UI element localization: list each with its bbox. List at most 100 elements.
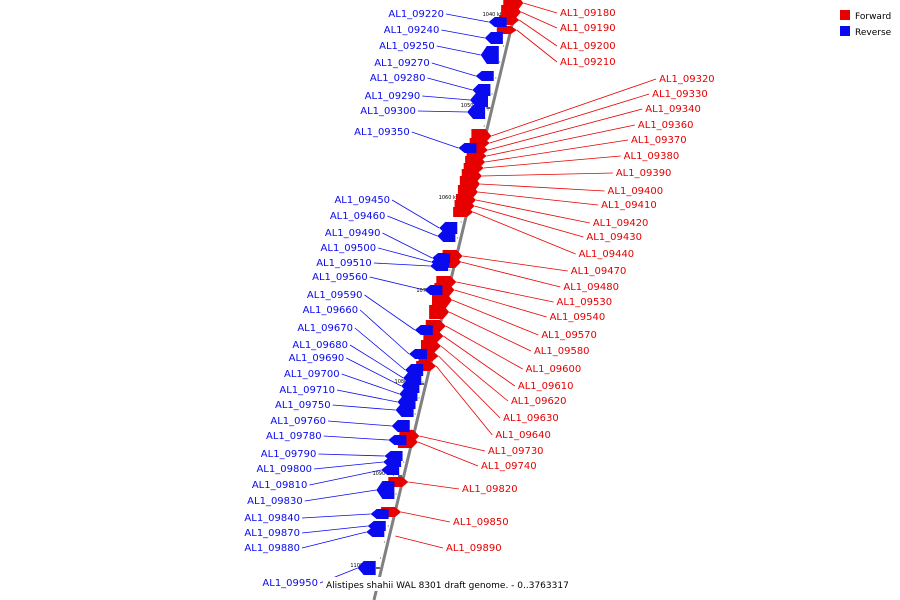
reverse-leader-line — [436, 45, 481, 56]
reverse-gene-label: AL1_09220 — [388, 9, 444, 20]
forward-leader-line — [401, 511, 451, 523]
reverse-leader-line — [346, 357, 402, 387]
reverse-gene-label: AL1_09750 — [275, 400, 331, 411]
reverse-gene-label: AL1_09780 — [266, 431, 322, 442]
legend-forward-swatch — [840, 10, 850, 20]
reverse-gene-label: AL1_09510 — [316, 258, 372, 269]
reverse-leader-line — [314, 461, 384, 470]
forward-leader-line — [518, 19, 558, 47]
forward-leader-line — [438, 355, 501, 419]
forward-gene-label: AL1_09600 — [526, 364, 582, 375]
reverse-leader-line — [373, 262, 431, 267]
reverse-leader-line — [349, 344, 404, 379]
forward-gene-label: AL1_09330 — [652, 89, 708, 100]
reverse-gene-feature — [424, 285, 443, 295]
reverse-gene-feature — [470, 93, 488, 107]
forward-gene-label: AL1_09410 — [601, 200, 657, 211]
reverse-leader-line — [327, 420, 392, 427]
reverse-leader-line — [309, 469, 382, 486]
reverse-leader-line — [336, 389, 398, 403]
forward-leader-line — [440, 345, 509, 402]
forward-leader-line — [443, 335, 516, 387]
forward-gene-label: AL1_09390 — [616, 168, 672, 179]
reverse-leader-line — [332, 404, 396, 411]
forward-gene-label: AL1_09340 — [645, 104, 701, 115]
forward-gene-label: AL1_09580 — [534, 346, 590, 357]
reverse-gene-feature — [391, 420, 410, 432]
forward-leader-line — [516, 29, 558, 63]
forward-gene-label: AL1_09370 — [631, 135, 687, 146]
forward-leader-line — [454, 289, 547, 318]
reverse-gene-label: AL1_09830 — [247, 496, 303, 507]
reverse-leader-line — [382, 232, 433, 259]
reverse-leader-line — [341, 373, 400, 395]
forward-leader-line — [395, 535, 444, 549]
reverse-gene-label: AL1_09670 — [297, 323, 353, 334]
forward-leader-line — [408, 481, 460, 490]
reverse-gene-label: AL1_09800 — [256, 464, 312, 475]
reverse-leader-line — [441, 29, 485, 39]
reverse-leader-line — [411, 131, 459, 149]
reverse-leader-line — [364, 294, 416, 331]
reverse-gene-feature — [366, 527, 385, 537]
reverse-gene-label: AL1_09950 — [262, 578, 318, 589]
forward-leader-line — [462, 255, 568, 272]
reverse-gene-label: AL1_09760 — [270, 416, 326, 427]
reverse-gene-label: AL1_09680 — [292, 340, 348, 351]
reverse-gene-label: AL1_09290 — [365, 91, 421, 102]
forward-gene-label: AL1_09320 — [659, 74, 715, 85]
kbp-tick-label: 1040 kbp — [483, 12, 507, 18]
forward-leader-line — [491, 78, 657, 137]
reverse-gene-feature — [458, 143, 477, 153]
forward-gene-label: AL1_09570 — [541, 330, 597, 341]
forward-leader-line — [461, 261, 561, 288]
forward-gene-label: AL1_09200 — [560, 41, 616, 52]
reverse-leader-line — [354, 327, 406, 371]
reverse-gene-feature — [370, 509, 389, 519]
legend-reverse-swatch — [840, 26, 850, 36]
forward-leader-line — [472, 211, 576, 255]
forward-leader-line — [487, 108, 643, 151]
reverse-gene-label: AL1_09870 — [244, 528, 300, 539]
reverse-leader-line — [445, 13, 489, 23]
forward-leader-line — [445, 325, 523, 370]
reverse-gene-label: AL1_09280 — [370, 73, 426, 84]
forward-gene-label: AL1_09610 — [518, 381, 574, 392]
reverse-leader-line — [378, 247, 432, 263]
forward-gene-label: AL1_09210 — [560, 57, 616, 68]
forward-leader-line — [475, 199, 590, 224]
reverse-gene-label: AL1_09810 — [252, 480, 308, 491]
forward-leader-line — [456, 281, 554, 303]
forward-leader-line — [479, 183, 605, 192]
forward-gene-label: AL1_09890 — [446, 543, 502, 554]
forward-gene-label: AL1_09380 — [624, 151, 680, 162]
forward-leader-line — [474, 205, 584, 238]
reverse-leader-line — [301, 525, 368, 534]
reverse-leader-line — [422, 95, 471, 101]
reverse-gene-label: AL1_09270 — [374, 58, 430, 69]
reverse-gene-label: AL1_09880 — [244, 543, 300, 554]
reverse-gene-label: AL1_09240 — [384, 25, 440, 36]
forward-gene-label: AL1_09480 — [563, 282, 619, 293]
reverse-gene-feature — [381, 465, 400, 475]
reverse-leader-line — [369, 276, 425, 291]
forward-leader-line — [483, 155, 621, 169]
reverse-gene-feature — [395, 403, 414, 417]
forward-gene-label: AL1_09850 — [453, 517, 509, 528]
reverse-leader-line — [359, 309, 410, 355]
forward-gene-label: AL1_09640 — [495, 430, 551, 441]
reverse-leader-line — [301, 513, 371, 519]
reverse-gene-feature — [414, 325, 433, 335]
forward-gene-label: AL1_09740 — [481, 461, 537, 472]
genome-caption: Alistipes shahii WAL 8301 draft genome. … — [326, 581, 569, 591]
forward-gene-label: AL1_09430 — [586, 232, 642, 243]
gene-features — [357, 0, 524, 575]
forward-leader-line — [435, 365, 493, 436]
forward-gene-label: AL1_09540 — [550, 312, 606, 323]
reverse-gene-label: AL1_09840 — [244, 513, 300, 524]
reverse-leader-line — [387, 215, 438, 237]
reverse-gene-feature — [409, 349, 428, 359]
reverse-gene-label: AL1_09710 — [279, 385, 335, 396]
reverse-gene-label: AL1_09450 — [334, 195, 390, 206]
